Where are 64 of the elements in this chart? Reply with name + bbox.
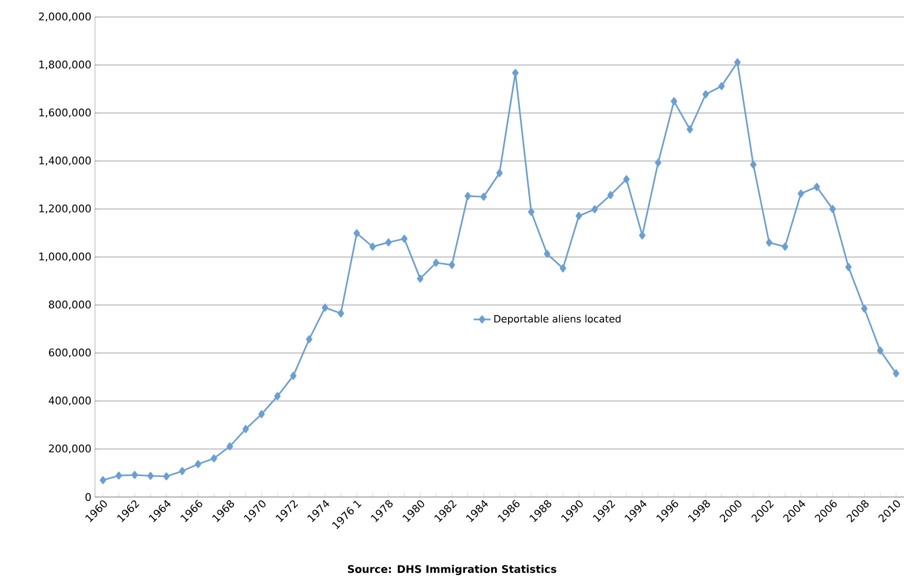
point — [654, 158, 662, 167]
y-tick-label: 400,000 — [48, 396, 91, 406]
point — [560, 264, 566, 272]
point — [401, 234, 408, 243]
y-tick-label: 200,000 — [48, 444, 91, 454]
point — [591, 205, 598, 214]
point — [766, 238, 772, 247]
point — [274, 392, 281, 400]
point — [798, 190, 804, 198]
y-tick-label: 0 — [86, 493, 91, 501]
point — [385, 238, 392, 246]
y-tick-label: 800,000 — [48, 300, 91, 310]
point — [814, 182, 820, 191]
point — [448, 260, 456, 269]
point — [639, 231, 646, 240]
point — [528, 208, 534, 216]
point — [210, 454, 218, 462]
point — [432, 258, 440, 267]
point — [512, 68, 519, 77]
y-tick-label: 1,400,000 — [39, 156, 91, 166]
point — [290, 372, 296, 380]
point — [750, 160, 756, 169]
point — [242, 425, 249, 434]
y-tick-label: 1,000,000 — [39, 252, 91, 262]
point — [194, 460, 202, 468]
point — [576, 212, 582, 220]
point — [100, 476, 106, 484]
point — [734, 58, 741, 66]
point — [892, 369, 900, 378]
point — [877, 346, 884, 355]
point — [544, 250, 550, 258]
point — [829, 205, 836, 213]
point — [338, 309, 344, 318]
point — [163, 472, 170, 480]
point — [861, 304, 868, 313]
y-tick-label: 1,200,000 — [39, 204, 91, 214]
legend-label: Deportable aliens located — [494, 314, 620, 325]
point — [322, 304, 328, 312]
source-note: Source: DHS Immigration Statistics — [348, 564, 556, 576]
y-tick-label: 600,000 — [48, 348, 91, 358]
y-tick-label: 1,600,000 — [39, 108, 91, 118]
point — [131, 470, 138, 479]
point — [147, 472, 154, 480]
point — [416, 274, 424, 283]
point — [686, 125, 694, 134]
point — [354, 229, 360, 238]
point — [623, 175, 630, 184]
point — [496, 169, 503, 177]
point — [845, 263, 852, 272]
point — [702, 90, 709, 98]
point — [782, 242, 788, 251]
y-tick-label: 1,800,000 — [39, 60, 91, 70]
point — [670, 97, 678, 106]
point — [607, 191, 614, 200]
point — [226, 442, 234, 450]
point — [258, 410, 265, 418]
point — [179, 467, 186, 476]
point — [306, 335, 312, 344]
point — [369, 242, 376, 251]
point — [480, 192, 487, 201]
point — [464, 192, 471, 200]
point — [718, 82, 725, 90]
point — [116, 472, 122, 480]
y-tick-label: 2,000,000 — [39, 12, 91, 22]
